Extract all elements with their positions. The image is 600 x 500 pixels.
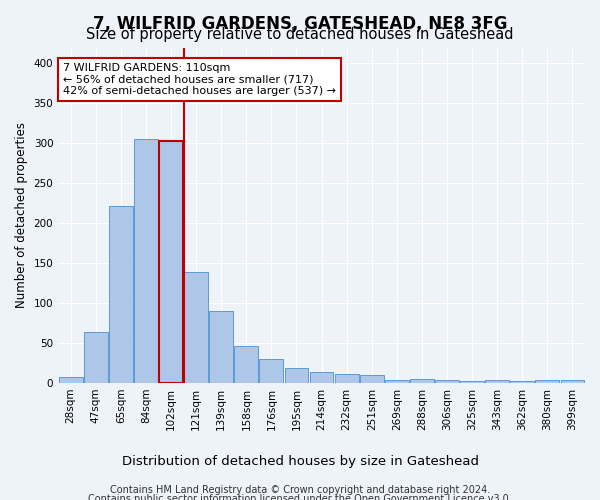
Bar [235,346,258,383]
Text: Contains HM Land Registry data © Crown copyright and database right 2024.: Contains HM Land Registry data © Crown c… [110,485,490,495]
Bar [435,380,459,383]
Bar [184,272,208,383]
Bar [109,206,133,383]
Bar [259,359,283,383]
Bar [209,311,233,383]
Text: Contains public sector information licensed under the Open Government Licence v3: Contains public sector information licen… [88,494,512,500]
Text: Size of property relative to detached houses in Gateshead: Size of property relative to detached ho… [86,27,514,42]
Text: 7, WILFRID GARDENS, GATESHEAD, NE8 3FG: 7, WILFRID GARDENS, GATESHEAD, NE8 3FG [93,15,507,33]
Text: Distribution of detached houses by size in Gateshead: Distribution of detached houses by size … [121,455,479,468]
Bar [59,376,83,383]
Bar [460,382,484,383]
Bar [485,380,509,383]
Bar [511,380,534,383]
Text: 7 WILFRID GARDENS: 110sqm
← 56% of detached houses are smaller (717)
42% of semi: 7 WILFRID GARDENS: 110sqm ← 56% of detac… [64,62,337,96]
Bar [310,372,334,383]
Bar [385,380,409,383]
Bar [134,140,158,383]
Bar [84,332,108,383]
Bar [535,380,559,383]
Bar [360,375,383,383]
Y-axis label: Number of detached properties: Number of detached properties [15,122,28,308]
Bar [159,141,183,383]
Bar [560,380,584,383]
Bar [410,379,434,383]
Bar [335,374,359,383]
Bar [284,368,308,383]
